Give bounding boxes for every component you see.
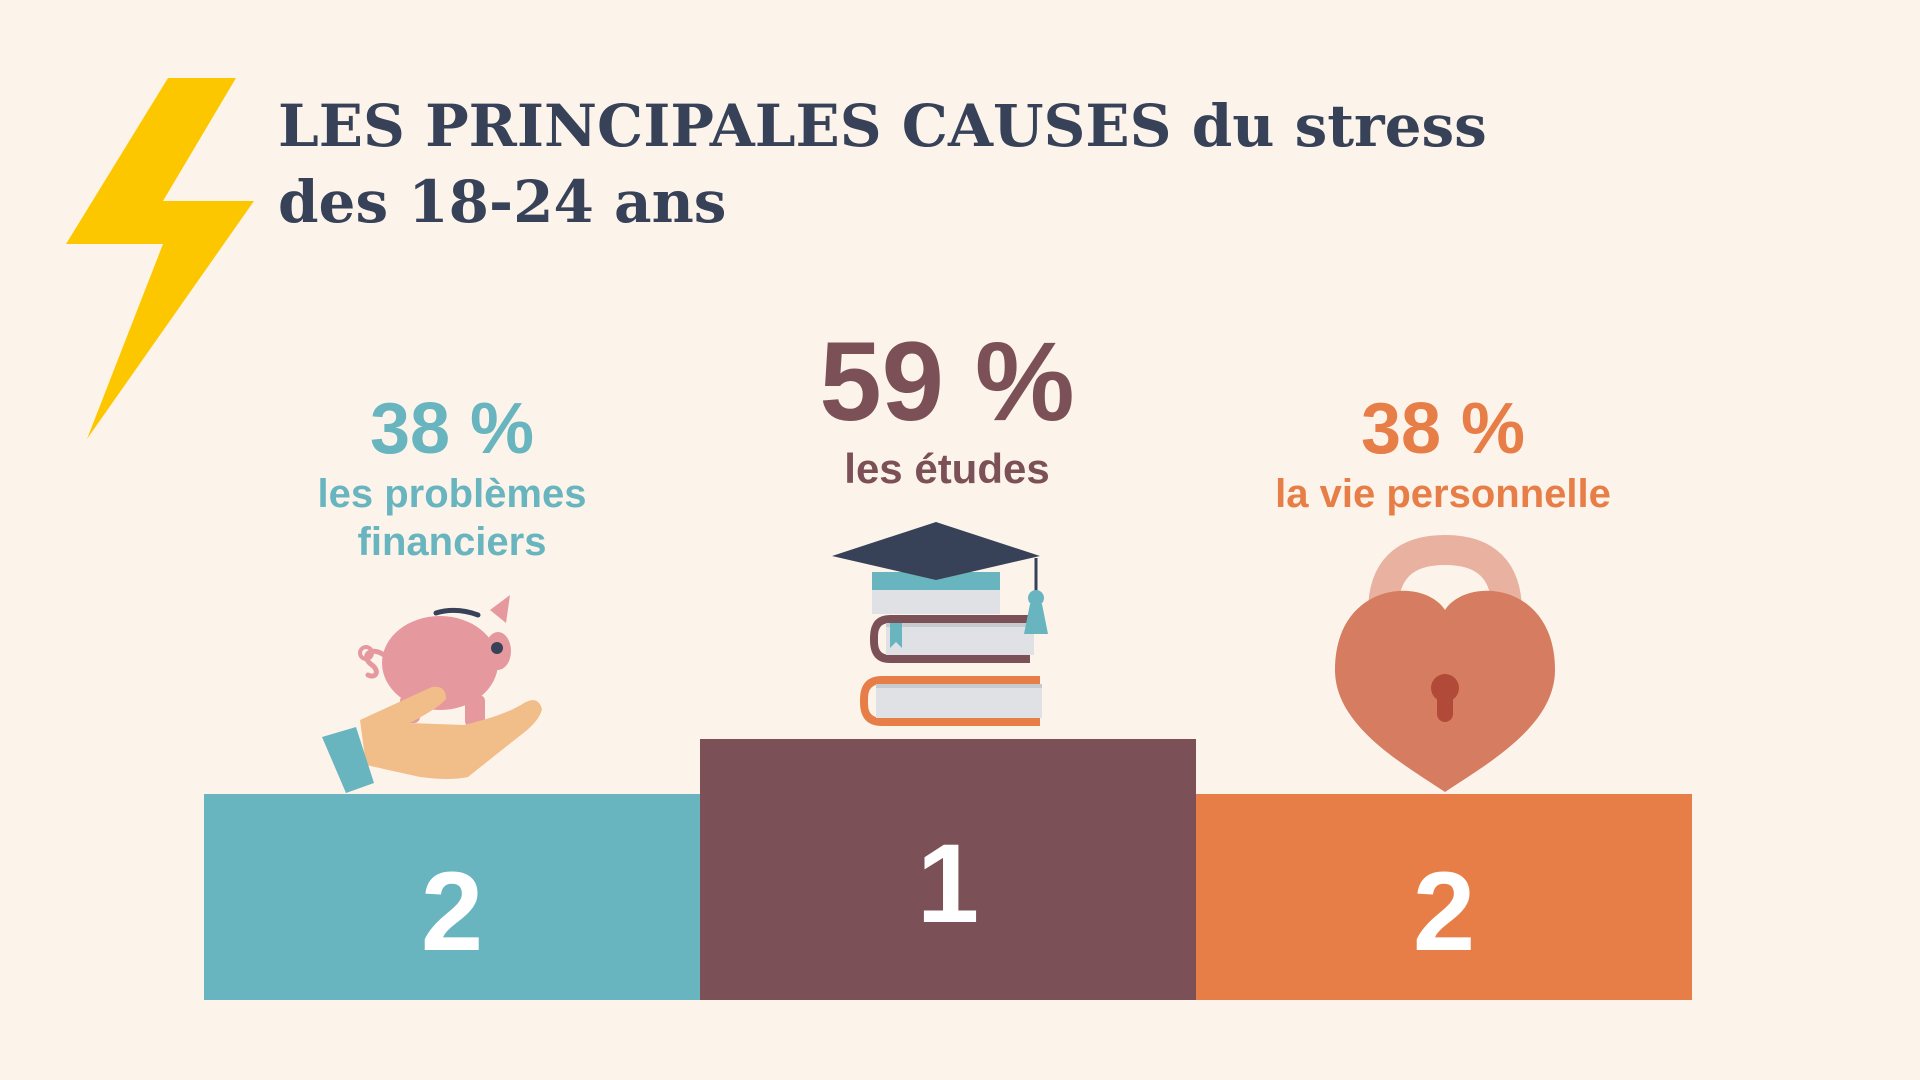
graduation-cap-books-icon <box>832 522 1048 726</box>
podium-block-financial <box>204 794 700 1000</box>
title-line-2: des 18-24 ans <box>278 168 727 236</box>
rank-label-personal: 2 <box>1413 849 1475 974</box>
title-line-1: LES PRINCIPALES CAUSES du stress <box>278 92 1487 160</box>
chart-title: LES PRINCIPALES CAUSES du stress des 18-… <box>278 88 1487 240</box>
stat-right: 38 % la vie personnelle <box>1243 388 1643 518</box>
data-label-personal: 38 % <box>1360 389 1526 469</box>
stat-center: 59 % les études <box>747 320 1147 494</box>
hand-piggy-bank-icon <box>322 595 542 793</box>
data-label-studies: 59 % <box>819 319 1075 444</box>
podium-block-studies <box>700 739 1196 1000</box>
heart-padlock-icon <box>1335 534 1555 792</box>
stat-left: 38 % les problèmes financiers <box>252 388 652 566</box>
data-label-financial: 38 % <box>369 389 535 469</box>
rank-label-studies: 1 <box>917 821 979 946</box>
category-label-financial: les problèmes financiers <box>317 472 587 564</box>
lightning-bolt-icon <box>66 78 254 439</box>
category-label-studies: les études <box>844 445 1050 492</box>
rank-label-financial: 2 <box>421 849 483 974</box>
category-label-personal: la vie personnelle <box>1275 472 1611 516</box>
podium-block-personal <box>1196 794 1692 1000</box>
